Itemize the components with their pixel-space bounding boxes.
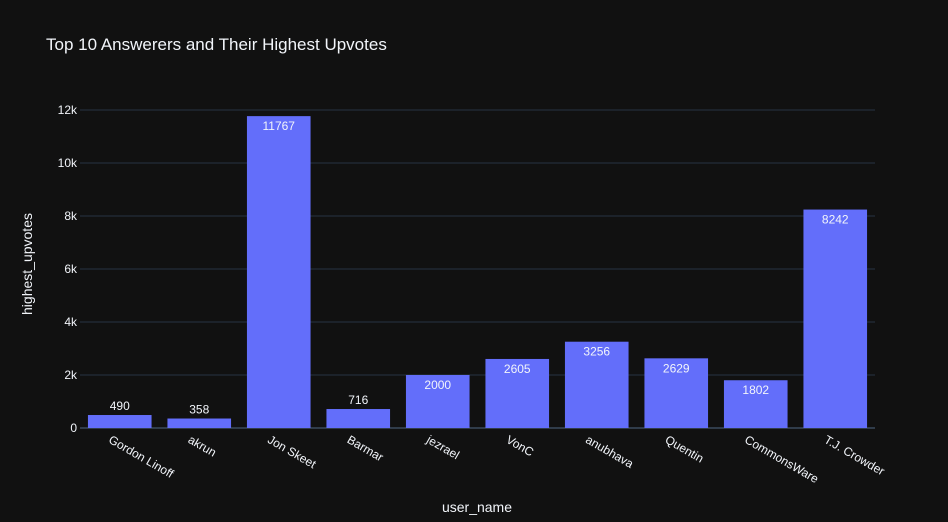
chart-title: Top 10 Answerers and Their Highest Upvot… (46, 35, 387, 54)
data-label: 2629 (663, 361, 690, 375)
data-label: 8242 (822, 213, 849, 227)
bar[interactable] (803, 209, 868, 428)
y-axis-title: highest_upvotes (19, 213, 35, 315)
bar[interactable] (405, 374, 470, 428)
data-label: 490 (110, 399, 130, 413)
bar[interactable] (167, 418, 232, 428)
bar[interactable] (564, 341, 629, 428)
x-tick-label: Jon Skeet (265, 432, 319, 471)
x-tick-label: Barmar (345, 432, 386, 464)
gridlines (80, 109, 875, 429)
data-label: 358 (189, 403, 209, 417)
y-tick-label: 12k (58, 103, 78, 117)
x-tick-label: T.J. Crowder (822, 432, 887, 478)
bars (87, 116, 868, 429)
x-tick-label: CommonsWare (742, 432, 821, 486)
x-tick-label: VonC (504, 432, 537, 459)
x-tick-label: Gordon Linoff (106, 432, 176, 481)
y-axis-ticks: 0 2k 4k 6k 8k 10k 12k (58, 103, 78, 435)
x-axis-title: user_name (442, 499, 512, 515)
data-label: 11767 (263, 119, 296, 133)
data-label: 2605 (504, 362, 531, 376)
bar[interactable] (246, 116, 311, 429)
bar[interactable] (723, 380, 788, 428)
x-tick-label: akrun (186, 432, 219, 459)
x-tick-label: Quentin (663, 432, 706, 465)
y-tick-label: 10k (58, 156, 78, 170)
y-tick-label: 2k (64, 368, 78, 382)
bar[interactable] (644, 358, 709, 428)
data-label: 3256 (583, 345, 610, 359)
data-label: 716 (348, 393, 368, 407)
bar[interactable] (326, 409, 391, 428)
bar[interactable] (485, 358, 550, 428)
y-tick-label: 0 (70, 421, 77, 435)
bar[interactable] (87, 415, 152, 428)
x-tick-label: anubhava (583, 432, 636, 471)
y-tick-label: 6k (64, 262, 78, 276)
data-label: 2000 (424, 378, 451, 392)
data-label: 1802 (742, 383, 769, 397)
x-tick-label: jezrael (423, 432, 461, 462)
y-tick-label: 8k (64, 209, 78, 223)
x-axis-ticks: Gordon Linoff akrun Jon Skeet Barmar jezrael… (106, 432, 887, 486)
y-tick-label: 4k (64, 315, 78, 329)
data-labels: 490 358 11767 716 2000 2605 3256 2629 1802 8242 (110, 119, 849, 416)
